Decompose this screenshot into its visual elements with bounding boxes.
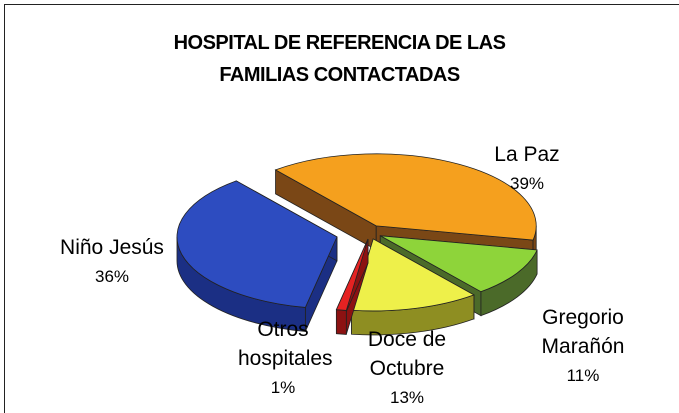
- category-label: Otros hospitales: [238, 318, 333, 370]
- slice-wall: [335, 309, 347, 335]
- chart-title: FAMILIAS CONTACTADAS: [219, 64, 460, 86]
- category-label: Gregorio Marañón: [541, 306, 625, 358]
- slice-label: Otros hospitales 1%: [238, 315, 333, 402]
- slice: [176, 180, 338, 308]
- slice: [335, 238, 369, 311]
- slice: [274, 153, 537, 241]
- slice: [350, 238, 475, 312]
- slice-label: Niño Jesús 36%: [42, 233, 182, 291]
- slice: [380, 235, 538, 293]
- frame: [4, 4, 679, 413]
- value-label: 13%: [389, 388, 425, 407]
- value-label: 36%: [94, 267, 130, 286]
- category-label: Niño Jesús: [60, 236, 164, 259]
- value-label: 1%: [270, 378, 296, 397]
- slice-label: Doce de Octubre 13%: [362, 325, 452, 412]
- category-label: Doce de Octubre: [367, 328, 447, 380]
- category-label: La Paz: [494, 143, 560, 166]
- chart-title: HOSPITAL DE REFERENCIA DE LAS: [173, 32, 506, 54]
- value-label: 11%: [566, 366, 600, 385]
- value-label: 39%: [509, 174, 545, 193]
- slice-label: Gregorio Marañón 11%: [538, 303, 628, 390]
- slice-label: La Paz 39%: [467, 140, 587, 198]
